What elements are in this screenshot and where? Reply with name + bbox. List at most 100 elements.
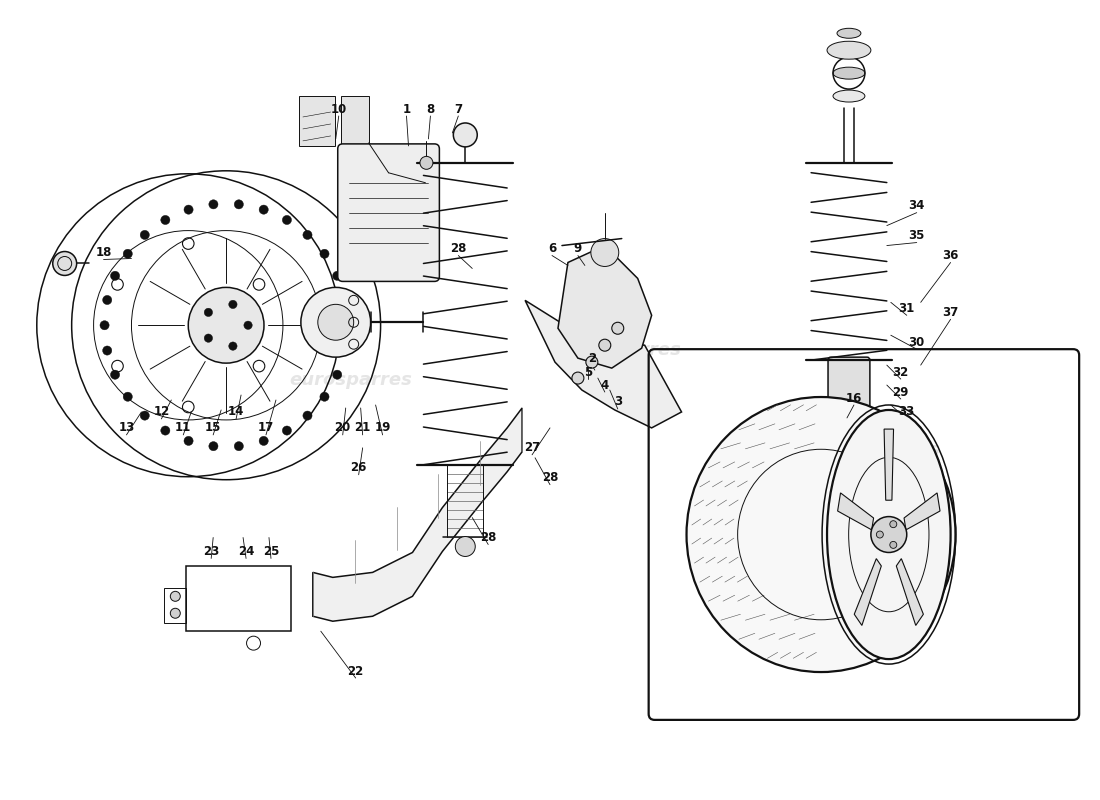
Text: 14: 14 (228, 406, 244, 418)
Ellipse shape (827, 42, 871, 59)
Text: 4: 4 (601, 378, 609, 391)
Text: 11: 11 (175, 422, 191, 434)
Text: eurosparres: eurosparres (559, 341, 681, 359)
Circle shape (420, 156, 433, 170)
Ellipse shape (837, 28, 861, 38)
Text: 21: 21 (354, 422, 371, 434)
Circle shape (341, 295, 350, 305)
Circle shape (110, 271, 120, 280)
Circle shape (183, 238, 194, 250)
Text: 18: 18 (96, 246, 112, 259)
Circle shape (188, 287, 264, 363)
Circle shape (102, 295, 112, 305)
Circle shape (453, 123, 477, 147)
Circle shape (283, 426, 292, 435)
Circle shape (612, 322, 624, 334)
Text: 19: 19 (374, 422, 390, 434)
Circle shape (598, 339, 611, 351)
Circle shape (102, 346, 112, 355)
Circle shape (341, 346, 350, 355)
Text: 20: 20 (334, 422, 351, 434)
Ellipse shape (833, 90, 865, 102)
Circle shape (301, 287, 371, 357)
Circle shape (343, 321, 352, 330)
Circle shape (100, 321, 109, 330)
Text: 32: 32 (893, 366, 909, 378)
Text: 16: 16 (846, 391, 862, 405)
Text: eurosparres: eurosparres (817, 441, 940, 459)
Text: 17: 17 (257, 422, 274, 434)
Text: 23: 23 (204, 545, 219, 558)
Circle shape (140, 411, 150, 420)
Text: 34: 34 (909, 199, 925, 212)
Circle shape (205, 334, 212, 342)
Circle shape (320, 392, 329, 402)
Circle shape (229, 300, 238, 309)
Bar (341, 96, 368, 146)
Bar (299, 96, 334, 146)
Circle shape (890, 542, 896, 548)
Circle shape (112, 360, 123, 372)
Text: 1: 1 (403, 102, 410, 115)
Circle shape (591, 238, 619, 266)
FancyBboxPatch shape (338, 144, 439, 282)
Text: 15: 15 (205, 422, 221, 434)
Circle shape (877, 531, 883, 538)
Polygon shape (896, 558, 923, 626)
Circle shape (53, 251, 77, 275)
Circle shape (209, 200, 218, 209)
Polygon shape (558, 246, 651, 368)
Circle shape (253, 360, 265, 372)
Text: 28: 28 (450, 242, 466, 255)
Circle shape (890, 521, 896, 528)
Circle shape (184, 436, 194, 446)
Polygon shape (312, 408, 522, 622)
Text: 7: 7 (454, 102, 462, 115)
Circle shape (161, 215, 169, 225)
Circle shape (184, 205, 194, 214)
Circle shape (229, 342, 238, 350)
Text: 10: 10 (331, 102, 346, 115)
Bar (164, 588, 186, 623)
Text: 22: 22 (348, 665, 364, 678)
Text: 3: 3 (614, 395, 622, 409)
Circle shape (234, 442, 243, 450)
Circle shape (455, 537, 475, 557)
Circle shape (170, 608, 180, 618)
Polygon shape (884, 429, 893, 500)
Circle shape (260, 436, 268, 446)
Circle shape (318, 304, 354, 340)
Text: 24: 24 (238, 545, 254, 558)
Circle shape (302, 411, 312, 420)
Text: 36: 36 (943, 249, 959, 262)
Circle shape (332, 271, 342, 280)
Text: 35: 35 (909, 229, 925, 242)
Text: eurosparres: eurosparres (289, 371, 412, 389)
Ellipse shape (833, 67, 865, 79)
Circle shape (320, 250, 329, 258)
Text: 5: 5 (584, 366, 592, 378)
Circle shape (283, 215, 292, 225)
Circle shape (244, 321, 252, 330)
Circle shape (209, 442, 218, 450)
Circle shape (170, 591, 180, 602)
Circle shape (123, 250, 132, 258)
Text: 6: 6 (548, 242, 557, 255)
Circle shape (871, 517, 906, 553)
Text: 9: 9 (574, 242, 582, 255)
Circle shape (112, 278, 123, 290)
Text: 27: 27 (524, 442, 540, 454)
Circle shape (205, 308, 212, 317)
Circle shape (253, 278, 265, 290)
Circle shape (161, 426, 169, 435)
Circle shape (110, 370, 120, 379)
Text: 8: 8 (427, 102, 434, 115)
Text: 28: 28 (480, 531, 496, 544)
Circle shape (302, 230, 312, 239)
Circle shape (183, 401, 194, 413)
Text: 29: 29 (892, 386, 909, 398)
Text: 12: 12 (153, 406, 169, 418)
Ellipse shape (827, 410, 950, 659)
Bar (186, 566, 290, 631)
Circle shape (260, 205, 268, 214)
